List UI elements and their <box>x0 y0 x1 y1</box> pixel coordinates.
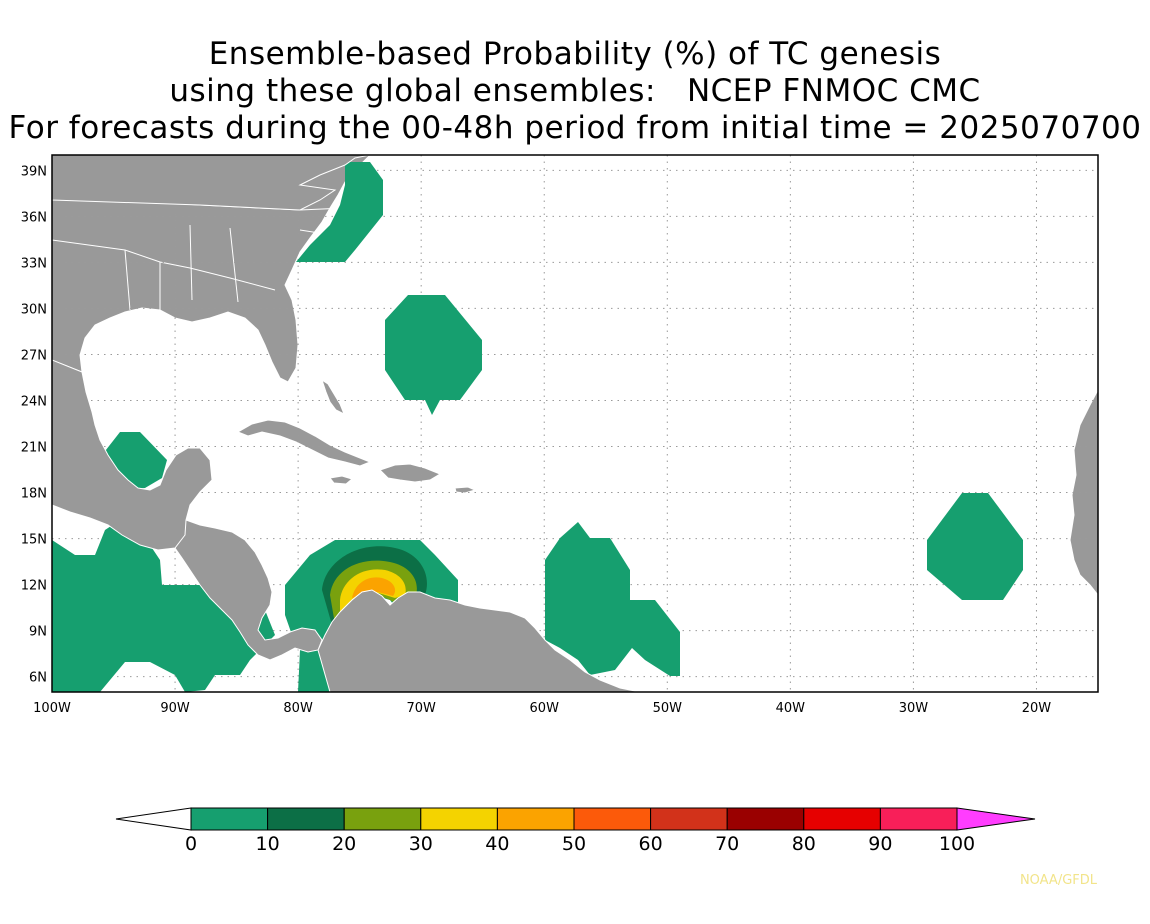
colorbar-label: 70 <box>715 833 739 855</box>
lat-tick-label: 15N <box>21 533 47 548</box>
lat-tick-label: 33N <box>21 256 47 271</box>
credit-label: NOAA/GFDL <box>1019 873 1097 888</box>
lon-tick-label: 40W <box>776 701 806 716</box>
colorbar-box <box>267 807 345 831</box>
colorbar-label: 100 <box>939 833 975 855</box>
colorbar-label: 20 <box>332 833 356 855</box>
colorbar-box <box>650 807 728 831</box>
colorbar-label: 50 <box>562 833 586 855</box>
lat-tick-label: 30N <box>21 302 47 317</box>
title-line-2: using these global ensembles: NCEP FNMOC… <box>169 73 981 109</box>
lat-tick-label: 39N <box>21 164 47 179</box>
colorbar-low-arrow <box>115 807 192 831</box>
title-line-3: For forecasts during the 00-48h period f… <box>8 110 1142 146</box>
lat-tick-label: 24N <box>21 394 47 409</box>
colorbar: 0 10 20 30 40 50 60 70 80 90 100 <box>115 807 1036 855</box>
genesis-region-west-cabo-verde <box>927 493 1023 600</box>
colorbar-label: 30 <box>409 833 433 855</box>
lon-tick-labels: 100W 90W 80W 70W 60W 50W 40W 30W 20W <box>33 701 1051 716</box>
lon-tick-label: 30W <box>899 701 929 716</box>
lon-tick-label: 80W <box>283 701 313 716</box>
lon-tick-label: 60W <box>530 701 560 716</box>
colorbar-box <box>190 807 269 831</box>
plot-frame <box>51 154 1099 693</box>
colorbar-label: 0 <box>185 833 197 855</box>
lat-tick-label: 18N <box>21 487 47 502</box>
lat-tick-label: 27N <box>21 348 47 363</box>
lon-tick-label: 20W <box>1022 701 1052 716</box>
lon-tick-label: 90W <box>160 701 190 716</box>
colorbar-box <box>420 807 498 831</box>
colorbar-boxes <box>115 807 1036 831</box>
lat-tick-labels: 39N 36N 33N 30N 27N 24N 21N 18N 15N 12N 9N 6N <box>21 164 47 685</box>
colorbar-label: 90 <box>868 833 892 855</box>
colorbar-labels: 0 10 20 30 40 50 60 70 80 90 100 <box>185 833 975 855</box>
colorbar-box <box>496 807 575 831</box>
genesis-region-cape-hatteras <box>296 162 383 262</box>
colorbar-box <box>803 807 881 831</box>
colorbar-label: 10 <box>256 833 280 855</box>
lat-tick-label: 9N <box>29 625 47 640</box>
jamaica-island <box>329 475 354 485</box>
africa-landmass <box>1069 389 1098 596</box>
colorbar-box <box>879 807 958 831</box>
puerto-rico-island <box>454 486 477 494</box>
colorbar-high-arrow <box>956 807 1036 831</box>
hispaniola-island <box>379 463 442 483</box>
genesis-region-east-bahamas <box>385 295 482 415</box>
lon-tick-label: 100W <box>33 701 71 716</box>
lon-tick-label: 70W <box>406 701 436 716</box>
bahamas-islands <box>321 378 345 416</box>
colorbar-label: 60 <box>639 833 663 855</box>
lat-lon-grid <box>52 155 1098 692</box>
colorbar-box <box>573 807 652 831</box>
colorbar-label: 40 <box>485 833 509 855</box>
title-line-1: Ensemble-based Probability (%) of TC gen… <box>208 36 942 72</box>
lat-tick-label: 21N <box>21 441 47 456</box>
cuba-island <box>236 419 372 467</box>
colorbar-box <box>726 807 805 831</box>
lat-tick-label: 6N <box>29 671 47 686</box>
genesis-region-eastern-pacific <box>52 520 275 692</box>
colorbar-label: 80 <box>792 833 816 855</box>
lat-tick-label: 12N <box>21 579 47 594</box>
colorbar-box <box>343 807 422 831</box>
lat-tick-label: 36N <box>21 210 47 225</box>
genesis-region-east-lesser-antilles <box>545 522 680 676</box>
lon-tick-label: 50W <box>653 701 683 716</box>
land-overlay <box>52 155 641 692</box>
